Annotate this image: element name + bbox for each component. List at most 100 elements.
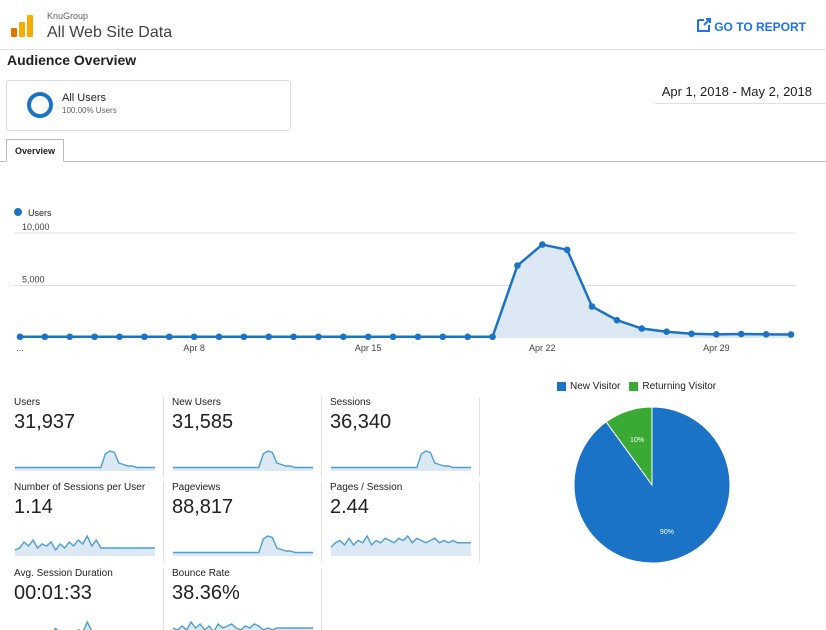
data-point[interactable] xyxy=(215,333,223,341)
data-point[interactable] xyxy=(41,333,49,341)
data-point[interactable] xyxy=(787,331,795,338)
data-point[interactable] xyxy=(265,333,273,341)
date-range-divider xyxy=(655,103,826,104)
metric-sparkline xyxy=(173,535,313,556)
data-point[interactable] xyxy=(16,333,24,341)
metric-sparkline xyxy=(330,534,471,556)
external-link-icon xyxy=(696,17,714,36)
sparkline-area xyxy=(15,451,155,471)
metric-sparkline xyxy=(173,450,313,471)
segment-card[interactable]: All Users 100.00% Users xyxy=(6,80,291,131)
sparkline-line xyxy=(173,450,313,469)
data-point[interactable] xyxy=(66,333,74,341)
report-header: KnuGroup All Web Site Data GO TO REPORT xyxy=(0,0,826,50)
data-point[interactable] xyxy=(588,303,596,310)
metric-value: 31,585 xyxy=(172,411,234,433)
pie-slice-label: 90% xyxy=(660,529,674,536)
legend-label-users: Users xyxy=(28,208,52,218)
metric-value: 38.36% xyxy=(172,582,240,604)
x-tick-label: ... xyxy=(16,343,24,353)
analytics-logo xyxy=(11,15,33,37)
users-line xyxy=(20,243,792,338)
sparkline-area xyxy=(173,536,313,556)
metric-label: Pageviews xyxy=(172,482,221,493)
metric-card-users[interactable]: Users 31,937 xyxy=(14,397,164,477)
metric-value: 31,937 xyxy=(14,411,76,433)
metric-sparkline xyxy=(172,620,313,630)
data-point[interactable] xyxy=(638,325,646,332)
data-point[interactable] xyxy=(489,333,496,341)
data-point[interactable] xyxy=(389,333,397,341)
data-point[interactable] xyxy=(364,333,372,341)
segment-ring-icon xyxy=(27,92,53,118)
metric-card-pages-per-session[interactable]: Pages / Session 2.44 xyxy=(330,482,480,562)
page-title: Audience Overview xyxy=(7,52,137,68)
y-tick-label: 5,000 xyxy=(22,275,45,285)
metric-card-bounce-rate[interactable]: Bounce Rate 38.36% xyxy=(172,568,322,630)
sparkline-area xyxy=(173,451,313,471)
data-point[interactable] xyxy=(414,333,422,341)
sparkline-line xyxy=(53,620,93,630)
data-point[interactable] xyxy=(165,333,173,341)
data-point[interactable] xyxy=(190,333,198,341)
tab-bar-divider xyxy=(0,161,826,162)
sparkline-area xyxy=(331,536,471,556)
org-name: KnuGroup xyxy=(47,11,89,21)
data-point[interactable] xyxy=(538,241,546,248)
metric-card-sessions-per-user[interactable]: Number of Sessions per User 1.14 xyxy=(14,482,164,562)
legend-label-returning: Returning Visitor xyxy=(642,381,717,392)
data-point[interactable] xyxy=(613,316,621,324)
legend-swatch-new xyxy=(557,382,566,391)
legend-swatch-returning xyxy=(629,382,639,391)
data-point[interactable] xyxy=(688,330,695,338)
data-point[interactable] xyxy=(514,262,521,269)
pie-legend: New Visitor Returning Visitor xyxy=(557,381,716,392)
data-point[interactable] xyxy=(737,330,745,338)
metric-card-sessions[interactable]: Sessions 36,340 xyxy=(330,397,480,477)
segment-name: All Users xyxy=(62,92,107,104)
metric-value: 88,817 xyxy=(172,496,234,518)
legend-label-new: New Visitor xyxy=(570,381,621,392)
data-point[interactable] xyxy=(464,333,471,341)
sparkline-line xyxy=(331,450,471,469)
data-point[interactable] xyxy=(663,328,670,335)
metric-card-avg-session-duration[interactable]: Avg. Session Duration 00:01:33 xyxy=(14,568,164,630)
y-tick-label: 10,000 xyxy=(22,222,50,232)
date-range-picker[interactable]: Apr 1, 2018 - May 2, 2018 xyxy=(661,84,812,99)
users-area xyxy=(20,244,791,338)
metric-card-pageviews[interactable]: Pageviews 88,817 xyxy=(172,482,322,562)
x-tick-label: Apr 8 xyxy=(183,343,205,353)
x-tick-label: Apr 29 xyxy=(703,343,730,353)
data-point[interactable] xyxy=(713,331,720,338)
data-point[interactable] xyxy=(116,333,123,341)
data-point[interactable] xyxy=(290,333,297,341)
users-over-time-chart: Users 10,000 5,000... Apr 8 Apr 15 Apr 22 Apr … xyxy=(14,208,795,353)
metric-label: Number of Sessions per User xyxy=(14,482,146,493)
metric-value: 2.44 xyxy=(330,496,369,518)
x-tick-label: Apr 15 xyxy=(355,343,382,353)
go-to-report-label: GO TO REPORT xyxy=(714,19,806,34)
data-point[interactable] xyxy=(141,333,148,341)
data-point[interactable] xyxy=(762,331,770,338)
metric-card-new-users[interactable]: New Users 31,585 xyxy=(172,397,322,477)
sparkline-line xyxy=(172,620,313,630)
metric-value: 36,340 xyxy=(330,411,392,433)
metric-sparkline xyxy=(331,450,471,471)
metric-label: Pages / Session xyxy=(330,482,403,493)
data-point[interactable] xyxy=(240,333,248,341)
tab-overview[interactable]: Overview xyxy=(6,139,64,162)
data-point[interactable] xyxy=(315,333,322,341)
metric-label: New Users xyxy=(172,397,221,408)
property-name[interactable]: All Web Site Data xyxy=(47,24,173,41)
sparkline-line xyxy=(173,535,313,554)
data-point[interactable] xyxy=(91,333,98,341)
pie-slice-new[interactable] xyxy=(573,406,731,564)
metric-label: Users xyxy=(14,397,41,408)
data-point[interactable] xyxy=(439,333,447,341)
data-point[interactable] xyxy=(563,246,571,254)
data-point[interactable] xyxy=(340,333,347,341)
metric-sparkline xyxy=(15,450,155,471)
metric-value: 1.14 xyxy=(14,496,53,518)
go-to-report-link[interactable]: GO TO REPORT xyxy=(696,17,806,36)
x-tick-label: Apr 22 xyxy=(529,343,556,353)
